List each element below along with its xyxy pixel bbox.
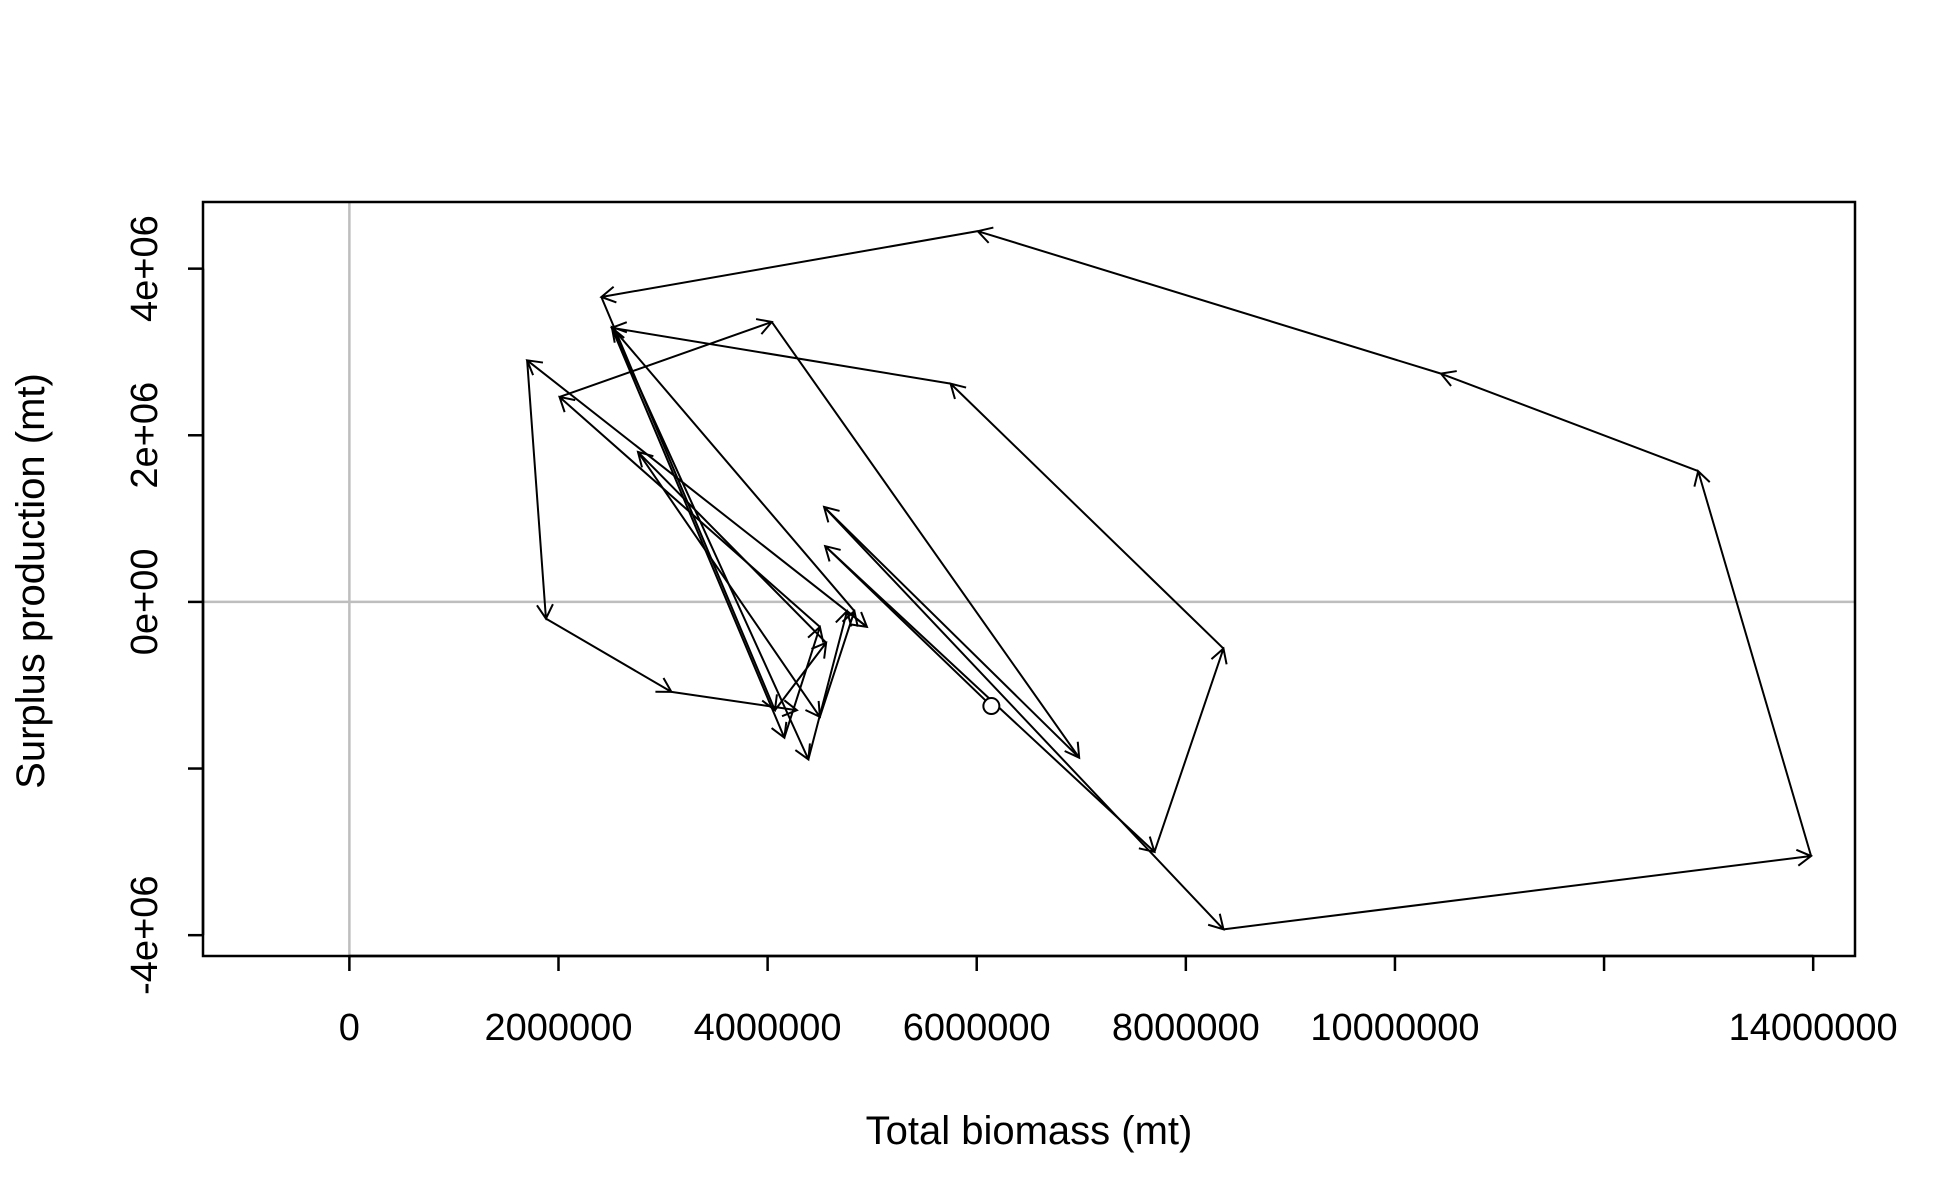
trajectory-arrow: [774, 641, 828, 711]
y-tick-label: 2e+06: [124, 382, 166, 489]
trajectory-arrow: [1693, 469, 1813, 857]
y-axis: -4e+06 0e+00 2e+06 4e+06: [124, 215, 205, 995]
y-tick-label: 4e+06: [124, 215, 166, 322]
series-path: [525, 226, 1814, 931]
reference-lines: [203, 202, 1855, 956]
trajectory-arrow: [525, 359, 868, 628]
y-axis-title: Surplus production (mt): [9, 373, 53, 789]
trajectory-arrow: [975, 226, 1442, 375]
trajectory-arrow: [559, 318, 774, 398]
x-tick-label: 4000000: [694, 1007, 842, 1049]
trajectory-arrow: [558, 395, 821, 628]
trajectory-arrow: [1223, 848, 1814, 931]
x-axis: 0 2000000 4000000 6000000 8000000 10000000 140…: [339, 954, 1898, 1049]
trajectory-arrow: [671, 690, 799, 718]
trajectory-arrow: [822, 505, 1080, 759]
trajectory-arrow: [818, 609, 859, 718]
trajectory-arrow: [823, 506, 1225, 931]
trajectory-arrow: [770, 321, 1081, 760]
x-tick-label: 0: [339, 1007, 360, 1049]
x-tick-label: 14000000: [1729, 1007, 1898, 1049]
trajectory-arrow: [1153, 646, 1228, 853]
x-tick-label: 2000000: [485, 1007, 633, 1049]
y-tick-label: 0e+00: [124, 549, 166, 656]
trajectory-arrow: [610, 326, 811, 762]
y-tick-label: -4e+06: [124, 875, 166, 994]
trajectory-arrow: [610, 325, 856, 612]
x-tick-label: 8000000: [1112, 1007, 1260, 1049]
plot-frame: [201, 200, 1857, 958]
trajectory-arrow: [1439, 370, 1699, 473]
trajectory-arrow: [609, 321, 951, 385]
trajectory-arrow: [545, 617, 674, 693]
x-tick-label: 10000000: [1310, 1007, 1479, 1049]
start-point-marker: [982, 697, 1001, 716]
trajectory-arrow: [949, 382, 1225, 650]
trajectory-arrow: [610, 327, 788, 740]
trajectory-arrow: [526, 360, 554, 621]
x-tick-label: 6000000: [903, 1007, 1051, 1049]
trajectory-arrow: [599, 230, 978, 304]
x-axis-title: Total biomass (mt): [866, 1109, 1193, 1153]
